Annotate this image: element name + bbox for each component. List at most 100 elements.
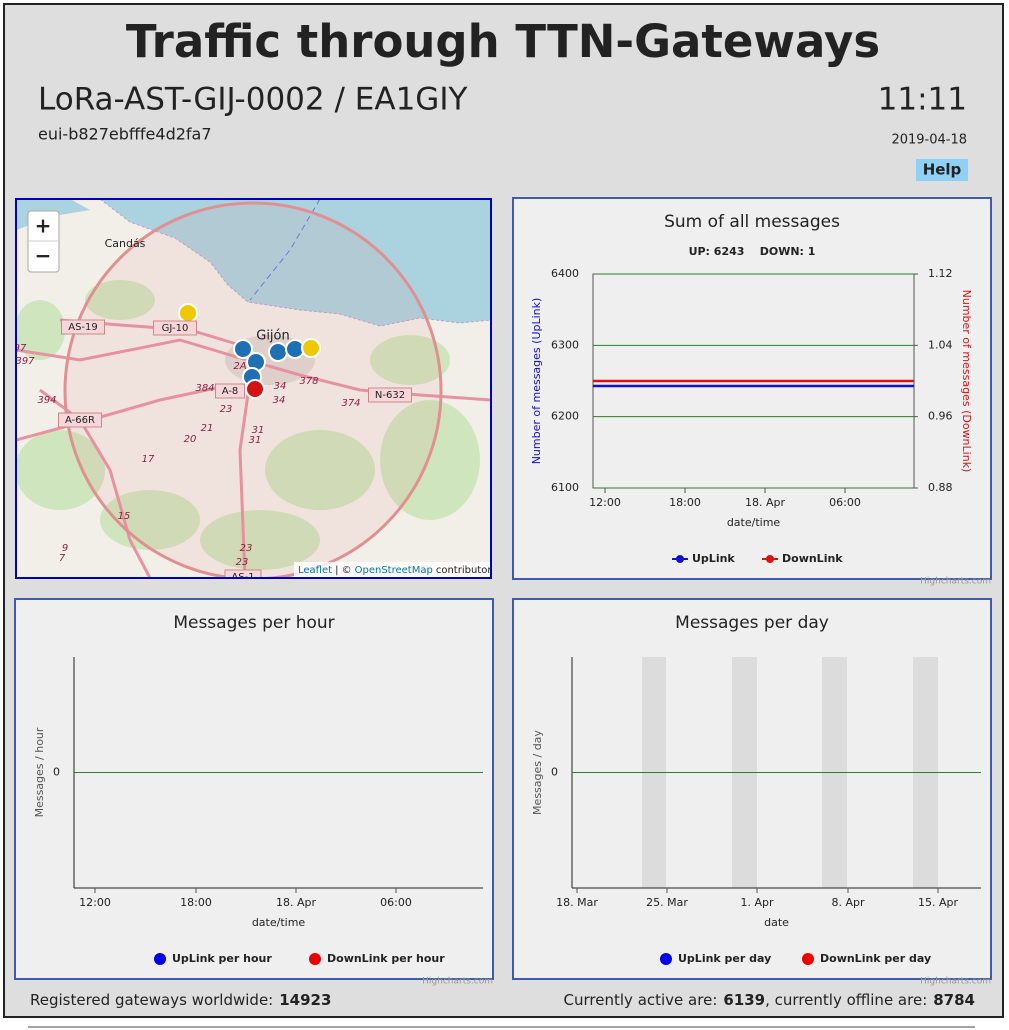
map-road-number: 20	[184, 434, 197, 445]
legend-marker	[802, 953, 814, 965]
page-title: Traffic through TTN-Gateways	[126, 15, 880, 68]
x-tick-label: 18. Apr	[745, 496, 785, 509]
attribution: Leaflet | © OpenStreetMap contributors	[298, 565, 497, 576]
map-road-number: 7	[59, 553, 66, 564]
map-road-number: 17	[142, 454, 155, 465]
gateway-name: LoRa-AST-GIJ-0002 / EA1GIY	[38, 82, 467, 118]
legend-marker	[660, 953, 672, 965]
map-woods	[16, 280, 480, 570]
map-label: AS-1	[231, 572, 254, 583]
attr-sep: | ©	[335, 565, 352, 576]
y2-tick-label: 0.88	[928, 481, 953, 494]
registered-label: Registered gateways worldwide:	[30, 991, 273, 1009]
zoom-out[interactable]: −	[35, 244, 52, 268]
map-ferry-line	[249, 199, 321, 301]
legend-label: UpLink per day	[678, 952, 771, 965]
map-road-number: 397	[15, 356, 35, 367]
date: 2019-04-18	[891, 133, 967, 148]
x-axis-label: date/time	[727, 516, 781, 529]
map-label: GJ-10	[162, 323, 189, 334]
map-label: A-66R	[65, 415, 95, 426]
map-road-number: 384	[195, 383, 214, 394]
gateway-markers	[178, 303, 321, 399]
legend-label: DownLink per hour	[327, 952, 445, 965]
attr-contrib: contributors	[436, 565, 497, 576]
map[interactable]: Candás Gijón AS-19 GJ-10 A-66R A-8 N-632 384 378…	[14, 199, 497, 584]
map-road-number: 34	[273, 395, 286, 406]
map-road-number: 2A	[233, 361, 246, 372]
map-road-number: 23	[236, 557, 249, 568]
legend-marker	[766, 555, 774, 563]
zoom-control[interactable]: + −	[27, 210, 60, 273]
road-shield	[368, 387, 412, 403]
x-tick-label: 18:00	[180, 896, 212, 909]
map-road-number: 31	[252, 425, 265, 436]
legend-marker	[309, 953, 321, 965]
x-tick-label: 8. Apr	[831, 896, 864, 909]
y-tick-label: 6400	[551, 267, 579, 280]
road-shield	[215, 383, 245, 399]
map-sea	[99, 199, 491, 327]
road-shield	[61, 319, 105, 335]
y-tick-label: 6200	[551, 410, 579, 423]
attr-osm[interactable]: OpenStreetMap	[355, 565, 433, 576]
help-label[interactable]: Help	[923, 161, 962, 179]
legend-label: DownLink	[782, 552, 843, 565]
road-shield	[153, 320, 197, 336]
x-tick-label: 12:00	[589, 496, 621, 509]
y-tick-label: 6100	[551, 481, 579, 494]
chart-title: Sum of all messages	[664, 212, 840, 232]
registered-gateways: Registered gateways worldwide: 14923	[30, 991, 331, 1009]
registered-count: 14923	[279, 991, 331, 1009]
map-road-number: 378	[299, 376, 318, 387]
active-label: Currently active are:	[564, 991, 718, 1009]
map-road-number: 31	[249, 435, 262, 446]
active-count: 6139	[723, 991, 765, 1009]
y-axis-label: Messages / day	[531, 730, 544, 815]
map-road-number: 21	[201, 423, 214, 434]
chart-credits: Highcharts.com	[422, 977, 493, 987]
map-road-number: 34	[274, 381, 287, 392]
legend-marker	[154, 953, 166, 965]
map-road-number: 97	[14, 343, 27, 354]
x-tick-label: 06:00	[829, 496, 861, 509]
help-button-bg	[916, 159, 968, 181]
map-place: Candás	[105, 237, 146, 250]
x-tick-label: 12:00	[79, 896, 111, 909]
map-border	[15, 198, 492, 579]
chart-credits: Highcharts.com	[920, 577, 991, 587]
x-tick-label: 1. Apr	[740, 896, 773, 909]
map-label: A-8	[222, 386, 239, 397]
offline-count: 8784	[933, 991, 975, 1009]
x-axis-label: date/time	[252, 916, 306, 929]
help-button[interactable]: Help	[916, 159, 968, 181]
road-shield	[58, 412, 102, 428]
y-tick-label: 0	[551, 766, 558, 779]
chart-panel	[14, 598, 494, 980]
y2-tick-label: 0.96	[928, 410, 953, 423]
x-tick-label: 06:00	[380, 896, 412, 909]
map-label: AS-19	[68, 322, 98, 333]
x-tick-label: 18. Apr	[276, 896, 316, 909]
attr-leaflet[interactable]: Leaflet	[298, 565, 332, 576]
legend-label: DownLink per day	[820, 952, 931, 965]
chart-subtitle: UP: 6243 DOWN: 1	[689, 245, 816, 258]
y-axis-label: Number of messages (UpLink)	[530, 298, 543, 465]
y-axis-label: Messages / hour	[33, 727, 46, 817]
map-place: Gijón	[256, 329, 290, 344]
clock: 11:11	[878, 82, 967, 118]
chart: Sum of all messages UP: 6243 DOWN: 1 6100 6…	[512, 197, 992, 587]
map-label: N-632	[375, 390, 405, 401]
chart-title: Messages per hour	[173, 613, 334, 633]
map-road-number: 374	[341, 398, 360, 409]
legend-label: UpLink per hour	[172, 952, 272, 965]
zoom-in[interactable]: +	[35, 214, 52, 238]
attribution-bg	[294, 562, 491, 578]
x-tick-label: 15. Apr	[918, 896, 958, 909]
legend-label: UpLink	[692, 552, 735, 565]
y2-tick-label: 1.04	[928, 338, 953, 351]
y2-tick-label: 1.12	[928, 267, 953, 280]
chart: Messages per day 0 18. Mar 25. Mar 1. Apr 8. …	[512, 598, 992, 987]
map-road-number: 23	[220, 404, 233, 415]
